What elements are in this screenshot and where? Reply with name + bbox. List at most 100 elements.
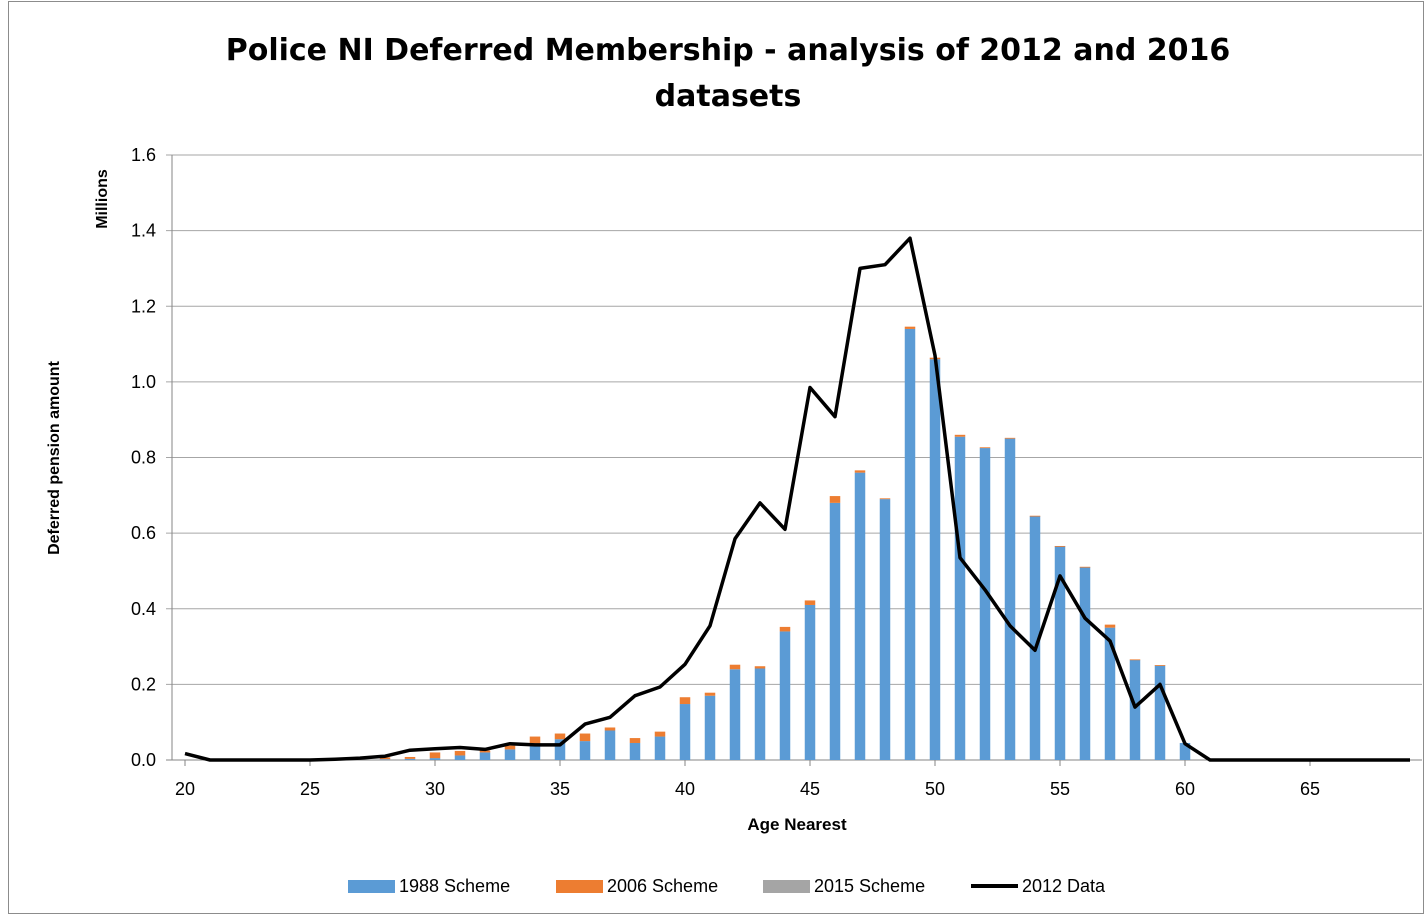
bar-1988-scheme <box>404 758 416 760</box>
bar-2006-scheme <box>554 733 566 740</box>
bar-series <box>379 326 1191 761</box>
y-tick-label: 0.4 <box>131 599 156 619</box>
y-tick-label: 1.2 <box>131 296 156 316</box>
y-tick-label: 1.0 <box>131 372 156 392</box>
x-tick-label: 65 <box>1300 779 1320 799</box>
y-tick-label: 0.6 <box>131 523 156 543</box>
chart-title-line-2: datasets <box>654 79 802 114</box>
bar-1988-scheme <box>479 752 491 760</box>
bar-1988-scheme <box>1154 665 1166 760</box>
chart-title-line-1: Police NI Deferred Membership - analysis… <box>225 33 1231 68</box>
bar-2006-scheme <box>429 752 441 759</box>
bar-2006-scheme <box>729 664 741 670</box>
legend: 1988 Scheme 2006 Scheme 2015 Scheme 2012… <box>0 872 1426 900</box>
bar-2006-scheme <box>1029 515 1041 517</box>
legend-label-2015-scheme: 2015 Scheme <box>814 875 926 896</box>
legend-item-2006-scheme: 2006 Scheme <box>556 872 718 900</box>
y-tick-label: 1.4 <box>131 221 156 241</box>
bar-2006-scheme <box>804 600 816 605</box>
x-axis-ticks: 20 25 30 35 40 45 50 55 60 65 <box>175 760 1320 799</box>
bar-2006-scheme <box>979 447 991 449</box>
bar-2006-scheme <box>1154 665 1166 666</box>
bar-2006-scheme <box>1054 545 1066 547</box>
bar-1988-scheme <box>954 436 966 760</box>
legend-item-2012-data: 2012 Data <box>971 872 1105 900</box>
bar-1988-scheme <box>1054 546 1066 760</box>
x-tick-label: 30 <box>425 779 445 799</box>
bar-1988-scheme <box>979 448 991 760</box>
bar-2006-scheme <box>1104 624 1116 628</box>
bar-1988-scheme <box>429 758 441 760</box>
bar-1988-scheme <box>604 730 616 760</box>
bar-1988-scheme <box>654 736 666 760</box>
bar-2006-scheme <box>604 727 616 731</box>
bar-1988-scheme <box>754 668 766 760</box>
bar-2006-scheme <box>654 731 666 737</box>
bar-2006-scheme <box>904 326 916 329</box>
bar-2006-scheme <box>629 738 641 743</box>
x-tick-label: 35 <box>550 779 570 799</box>
legend-item-2015-scheme: 2015 Scheme <box>763 872 925 900</box>
bar-1988-scheme <box>629 742 641 760</box>
legend-label-2012-data: 2012 Data <box>1022 875 1106 896</box>
bar-2006-scheme <box>504 745 516 750</box>
bar-2006-scheme <box>454 750 466 756</box>
bar-1988-scheme <box>729 669 741 760</box>
bar-1988-scheme <box>804 604 816 760</box>
bar-1988-scheme <box>554 739 566 760</box>
bar-1988-scheme <box>579 741 591 760</box>
x-tick-label: 45 <box>800 779 820 799</box>
chart-title: Police NI Deferred Membership - analysis… <box>0 28 1426 120</box>
bar-1988-scheme <box>679 704 691 760</box>
bar-1988-scheme <box>379 759 391 761</box>
bar-1988-scheme <box>854 472 866 760</box>
line-series <box>184 236 1410 762</box>
y-tick-label: 0.8 <box>131 448 156 468</box>
bar-2006-scheme <box>1004 437 1016 439</box>
legend-swatch-2012-data <box>971 884 1018 888</box>
bar-1988-scheme <box>704 695 716 760</box>
bar-2006-scheme <box>1129 659 1141 661</box>
bar-1988-scheme <box>1179 742 1191 760</box>
legend-label-1988-scheme: 1988 Scheme <box>399 875 511 896</box>
bar-1988-scheme <box>779 631 791 760</box>
x-axis-title: Age Nearest <box>747 815 847 834</box>
bar-2006-scheme <box>754 666 766 669</box>
bar-2006-scheme <box>379 757 391 760</box>
bar-1988-scheme <box>454 755 466 760</box>
legend-item-1988-scheme: 1988 Scheme <box>348 872 510 900</box>
bar-1988-scheme <box>1004 438 1016 760</box>
bar-1988-scheme <box>929 359 941 760</box>
bar-2006-scheme <box>854 470 866 473</box>
bar-1988-scheme <box>829 502 841 760</box>
line-2012-data <box>184 236 1410 762</box>
bar-1988-scheme <box>1104 627 1116 760</box>
y-tick-label: 0.2 <box>131 674 156 694</box>
bar-2006-scheme <box>404 756 416 759</box>
x-tick-label: 40 <box>675 779 695 799</box>
bar-2006-scheme <box>479 750 491 753</box>
bar-2006-scheme <box>879 498 891 500</box>
bar-1988-scheme <box>1129 659 1141 760</box>
y-tick-label: 0.0 <box>131 750 156 770</box>
x-tick-label: 20 <box>175 779 195 799</box>
legend-label-2006-scheme: 2006 Scheme <box>607 875 719 896</box>
bar-2006-scheme <box>679 697 691 705</box>
legend-swatch-1988-scheme <box>348 879 395 893</box>
bar-1988-scheme <box>879 499 891 760</box>
bar-1988-scheme <box>1029 516 1041 760</box>
bar-2006-scheme <box>829 496 841 503</box>
legend-swatch-2015-scheme <box>763 879 810 893</box>
x-tick-label: 55 <box>1050 779 1070 799</box>
y-tick-label: 1.6 <box>131 145 156 165</box>
x-tick-label: 25 <box>300 779 320 799</box>
bar-2006-scheme <box>579 733 591 742</box>
bar-1988-scheme <box>529 744 541 760</box>
bar-2006-scheme <box>779 626 791 632</box>
legend-swatch-2006-scheme <box>556 879 603 893</box>
bar-1988-scheme <box>1079 567 1091 760</box>
bar-1988-scheme <box>504 749 516 760</box>
x-tick-label: 50 <box>925 779 945 799</box>
bar-1988-scheme <box>904 328 916 760</box>
y-axis-ticks: 0.0 0.2 0.4 0.6 0.8 1.0 1.2 1.4 1.6 <box>131 145 156 770</box>
